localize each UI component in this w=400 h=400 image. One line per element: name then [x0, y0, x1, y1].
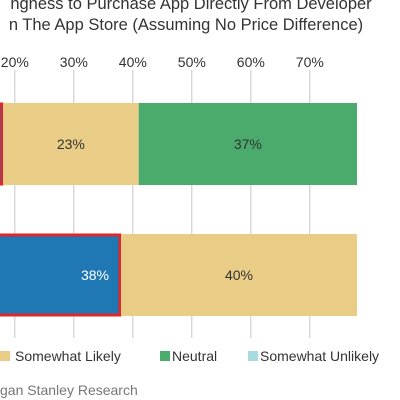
bar-segment-very-likely	[0, 234, 121, 316]
x-tick-label: 70%	[296, 54, 324, 70]
bar-data-label: 37%	[234, 136, 262, 152]
legend-swatch-neutral	[160, 351, 170, 361]
bar-segment-neutral	[138, 103, 357, 185]
chart-legend: Somewhat Likely Neutral Somewhat Unlikel…	[0, 347, 400, 365]
source-note: gan Stanley Research	[0, 382, 138, 398]
bar-segment-somewhat-likely	[121, 234, 357, 316]
legend-label-somewhat-unlikely: Somewhat Unlikely	[260, 348, 380, 364]
highlight-outline	[0, 102, 4, 186]
legend-swatch-somewhat-unlikely	[248, 351, 258, 361]
bar-data-label: 23%	[57, 136, 85, 152]
x-tick-label: 30%	[60, 54, 88, 70]
legend-label-neutral: Neutral	[172, 348, 218, 364]
x-tick-label: 40%	[119, 54, 147, 70]
legend-label-somewhat-likely: Somewhat Likely	[15, 348, 121, 364]
legend-swatch-somewhat-likely	[0, 351, 10, 361]
x-tick-label: 60%	[237, 54, 265, 70]
bar-data-label: 40%	[225, 267, 253, 283]
bar-data-label: 38%	[81, 267, 109, 283]
bar-segment-somewhat-likely	[3, 103, 139, 185]
highlight-outline	[0, 233, 122, 317]
x-tick-label: 50%	[178, 54, 206, 70]
chart-title-line-1: ngness to Purchase App Directly From Dev…	[10, 0, 372, 13]
chart-title-line-2: n The App Store (Assuming No Price Diffe…	[8, 16, 364, 34]
x-tick-label: 20%	[1, 54, 29, 70]
